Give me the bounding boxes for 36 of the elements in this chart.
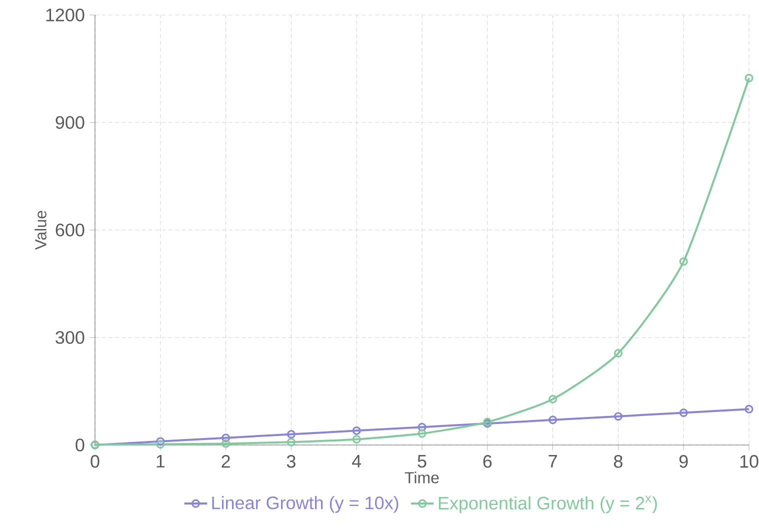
point — [679, 408, 688, 418]
x-axis-title: Time — [404, 472, 439, 484]
point — [418, 422, 426, 432]
x-tick-label: 4 — [352, 455, 362, 468]
x-tick-label: 6 — [483, 455, 492, 468]
point — [156, 440, 165, 449]
x-tick-label: 3 — [286, 455, 296, 468]
point — [286, 438, 296, 446]
point — [614, 348, 622, 358]
point — [679, 257, 688, 266]
y-tick-label: 900 — [56, 116, 84, 129]
y-tick-label: 600 — [56, 224, 84, 236]
point — [352, 426, 361, 435]
point — [548, 394, 558, 404]
x-tick-label: 9 — [679, 455, 688, 468]
x-tick-label: 2 — [222, 455, 230, 468]
point — [548, 416, 558, 424]
legend-label: Linear Growth (y = 10x) — [212, 496, 398, 513]
point — [222, 434, 230, 442]
point — [614, 412, 622, 421]
point — [418, 429, 426, 438]
x-tick-label: 10 — [740, 455, 758, 468]
point — [352, 435, 361, 444]
x-tick-label: 1 — [156, 455, 165, 468]
x-tick-label: 7 — [548, 455, 557, 468]
legend-label: Exponential Growth (y = 2$^{x}$) — [438, 496, 657, 514]
y-tick-label: 0 — [76, 438, 84, 452]
y-axis-title: Value — [34, 210, 46, 250]
point — [156, 437, 165, 446]
x-tick-label: 0 — [90, 455, 100, 468]
y-tick-label: 300 — [56, 331, 84, 344]
x-tick-label: 8 — [614, 455, 622, 468]
x-tick-label: 5 — [418, 455, 426, 468]
y-tick-label: 1200 — [46, 8, 84, 22]
point — [286, 430, 296, 439]
point — [222, 439, 230, 448]
